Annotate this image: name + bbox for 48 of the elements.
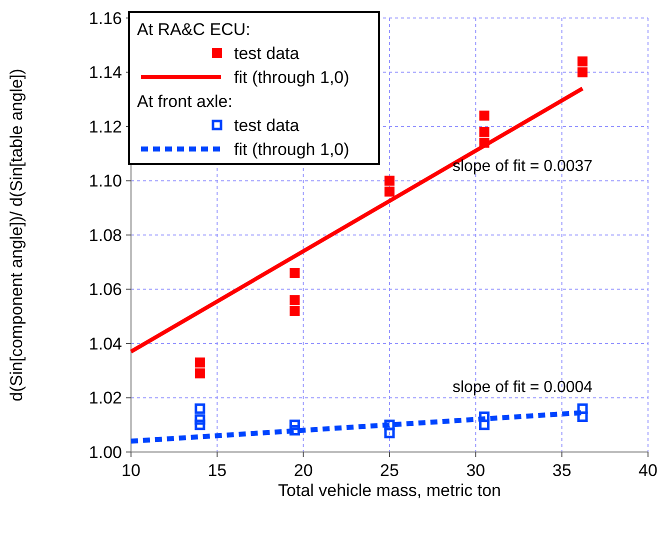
x-tick-label: 30 [466,461,486,480]
point [290,306,300,316]
point [479,420,490,430]
legend-label: fit (through 1,0) [234,68,350,87]
y-tick-label: 1.16 [88,8,122,28]
point [194,368,205,378]
annotation: slope of fit = 0.0037 [452,158,593,176]
point [194,414,206,425]
legend-label: test data [234,44,300,63]
point [479,126,490,137]
x-tick-label: 35 [552,461,572,480]
y-tick-label: 1.14 [88,63,122,82]
point [290,268,300,278]
legend-label: test data [234,116,300,135]
point [479,411,490,422]
x-tick-label: 20 [294,461,313,480]
point [194,403,206,414]
point [290,295,300,306]
point [194,420,206,430]
point [194,357,205,368]
annotation: At front axle: [137,92,232,111]
x-axis-title: Total vehicle mass, metric ton [278,481,501,500]
legend-title: At RA&C ECU: [137,20,250,39]
point [384,420,395,430]
legend-label: fit (through 1,0) [234,140,350,159]
annotation: slope of fit = 0.0004 [452,379,593,396]
y-tick-label: 1.08 [88,226,122,245]
point [479,110,490,121]
point [479,138,490,148]
x-tick-label: 10 [122,461,140,480]
point [384,186,394,197]
y-tick-label: 1.12 [88,117,122,136]
point [577,403,588,414]
y-axis-title: d(Sin[component angle])/ d(Sin[table angle]) [7,68,26,402]
point [578,67,588,78]
y-tick-label: 1.04 [88,334,122,354]
point [384,428,395,438]
y-tick-label: 1.10 [88,172,122,191]
point [289,420,300,430]
point [577,411,588,422]
point [384,176,394,186]
x-tick-label: 15 [208,461,227,480]
y-tick-label: 1.00 [88,442,122,462]
x-tick-label: 25 [380,461,399,480]
point [578,56,588,66]
y-tick-label: 1.02 [88,388,122,408]
y-tick-label: 1.06 [88,280,122,300]
x-tick-label: 40 [638,461,658,480]
